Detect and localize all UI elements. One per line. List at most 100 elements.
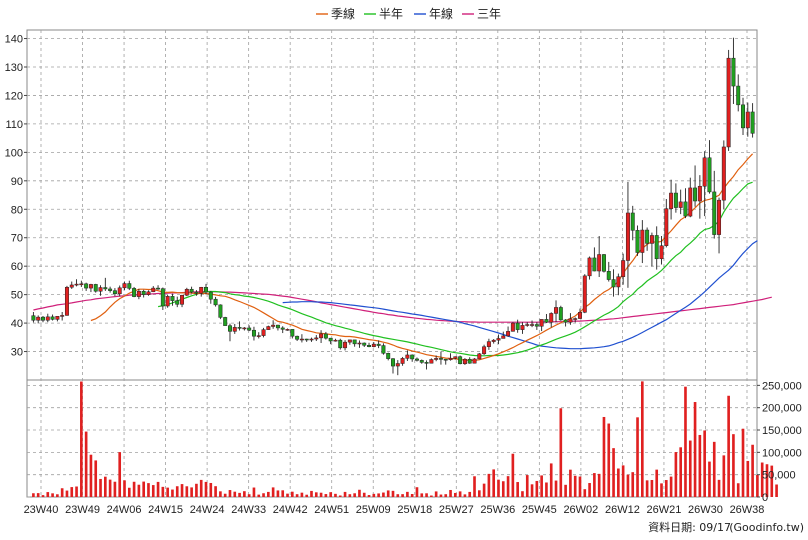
- candle-up: [649, 235, 654, 244]
- candle-up: [453, 356, 458, 359]
- candle-up: [60, 315, 65, 317]
- volume-bar: [367, 495, 371, 497]
- ma-3year-line: [33, 290, 772, 323]
- candle-up: [486, 341, 491, 347]
- volume-bar: [564, 484, 567, 497]
- x-tick-label: 24W15: [148, 504, 183, 516]
- volume-bar: [195, 483, 198, 497]
- volume-bar: [751, 444, 754, 497]
- candle-down: [515, 322, 520, 330]
- candle-down: [601, 254, 606, 272]
- volume-bar: [65, 490, 69, 497]
- candle-up: [261, 329, 266, 336]
- x-tick-label: 24W51: [314, 504, 349, 516]
- volume-bar: [142, 481, 145, 497]
- candle-down: [31, 315, 36, 321]
- volume-bar: [597, 473, 601, 497]
- volume-bar: [286, 493, 289, 497]
- candle-down: [156, 287, 161, 290]
- candle-up: [678, 201, 683, 208]
- volume-bar: [530, 484, 534, 497]
- volume-bar: [410, 494, 414, 497]
- volume-bar: [583, 489, 587, 497]
- candle-up: [357, 342, 362, 345]
- volume-bar: [636, 417, 639, 497]
- x-tick-label: 26W21: [647, 504, 682, 516]
- volume-bar: [736, 483, 740, 497]
- candle-up: [343, 341, 348, 349]
- price-tick-label: 130: [5, 62, 23, 74]
- price-tick-label: 100: [5, 147, 23, 159]
- volume-tick-label: 100,000: [762, 447, 802, 459]
- candle-up: [165, 296, 170, 307]
- volume-bar: [698, 434, 702, 497]
- candle-up: [45, 316, 50, 321]
- volume-bar: [185, 486, 189, 497]
- candle-up: [400, 358, 405, 364]
- volume-bar: [156, 481, 160, 497]
- candle-down: [736, 85, 741, 106]
- candle-down: [654, 235, 659, 260]
- x-tick-label: 26W30: [688, 504, 723, 516]
- candle-down: [741, 104, 745, 129]
- candle-up: [582, 275, 587, 313]
- legend-label-1: 季線: [331, 6, 355, 21]
- candle-down: [127, 283, 132, 289]
- candle-up: [625, 212, 630, 261]
- volume-bar: [314, 492, 318, 497]
- candle-up: [266, 326, 271, 330]
- candle-down: [750, 111, 755, 134]
- volume-bar: [243, 491, 246, 497]
- candle-down: [544, 319, 549, 323]
- volume-bars: [32, 381, 778, 497]
- volume-bar: [161, 486, 165, 497]
- candle-up: [184, 288, 189, 296]
- volume-bar: [746, 460, 750, 497]
- volume-tick-label: 0: [762, 492, 768, 504]
- price-tick-label: 50: [11, 290, 23, 302]
- volume-bar: [650, 479, 654, 497]
- candle-up: [726, 57, 731, 148]
- legend-label-4: 三年: [477, 7, 501, 21]
- volume-bar: [554, 480, 558, 497]
- volume-bar: [300, 492, 304, 497]
- candle-down: [381, 345, 386, 354]
- candle-down: [323, 333, 328, 339]
- candle-up: [669, 192, 674, 209]
- candle-down: [213, 298, 218, 306]
- volume-bar: [338, 495, 342, 497]
- price-tick-label: 90: [11, 176, 23, 188]
- volume-tick-label: 200,000: [762, 403, 802, 415]
- candlesticks: [31, 37, 755, 376]
- candle-up: [697, 185, 702, 202]
- volume-bar: [425, 493, 428, 497]
- volume-bar: [621, 465, 625, 497]
- volume-bar: [137, 484, 141, 497]
- volume-bar: [199, 479, 203, 497]
- x-tick-label: 25W09: [356, 504, 391, 516]
- volume-bar: [641, 381, 644, 497]
- candle-down: [328, 337, 333, 342]
- volume-bar: [521, 491, 524, 497]
- candle-down: [170, 296, 175, 301]
- volume-bar: [468, 491, 472, 497]
- volume-bar: [56, 494, 59, 497]
- candle-down: [563, 319, 568, 323]
- legend: 季線 半年 年線 三年: [316, 6, 501, 21]
- candle-up: [117, 287, 122, 295]
- candle-up: [74, 283, 79, 286]
- candle-down: [683, 201, 688, 217]
- volume-bar: [334, 493, 337, 497]
- candle-up: [98, 287, 103, 292]
- volume-axis: 0 50,000 100,000 150,000 200,000 250,000: [757, 380, 802, 504]
- candle-up: [621, 260, 626, 277]
- volume-bar: [171, 489, 174, 497]
- price-tick-label: 110: [5, 119, 23, 131]
- candle-up: [491, 339, 496, 342]
- candle-up: [55, 316, 60, 320]
- volume-bar: [741, 428, 745, 497]
- volume-bar: [444, 494, 448, 497]
- volume-bar: [166, 487, 169, 497]
- candle-down: [295, 335, 300, 340]
